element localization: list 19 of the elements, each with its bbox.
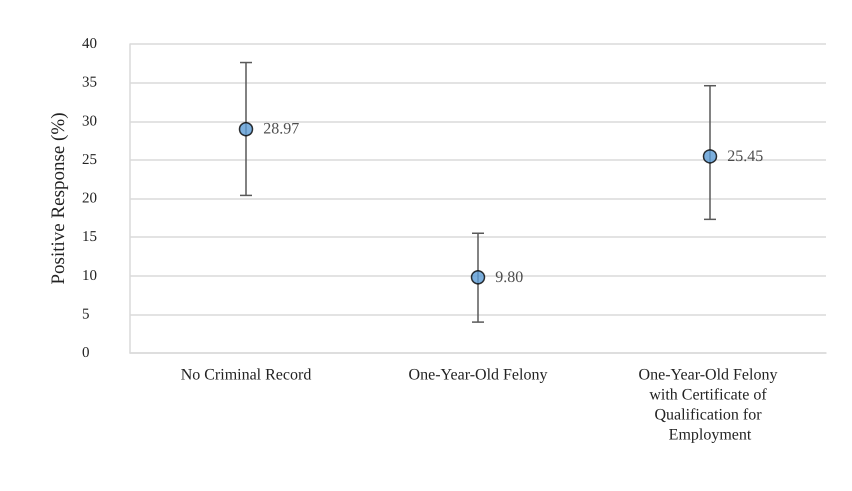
y-tick-label: 5 [82, 306, 90, 322]
y-tick-label: 40 [82, 36, 97, 52]
y-tick-label: 35 [82, 74, 97, 91]
y-tick-label: 15 [82, 229, 97, 246]
data-label: 25.45 [727, 148, 764, 165]
x-tick-label: One-Year-Old Felony with Certificate of Qualification for Employment [638, 366, 782, 444]
y-tick-label: 25 [82, 152, 97, 168]
point [470, 270, 486, 285]
data-label: 28.97 [263, 120, 300, 138]
y-tick-label: 20 [82, 190, 97, 206]
y-tick-label: 10 [82, 268, 97, 284]
y-tick-label: 30 [82, 113, 97, 130]
y-axis-title: Positive Response (%) [48, 112, 69, 285]
point [702, 149, 718, 164]
point [238, 122, 254, 136]
x-tick-label: One-Year-Old Felony [408, 366, 548, 384]
y-tick-label: 0 [82, 345, 90, 361]
x-tick-label: No Criminal Record [180, 366, 312, 384]
data-label: 9.80 [495, 268, 524, 286]
